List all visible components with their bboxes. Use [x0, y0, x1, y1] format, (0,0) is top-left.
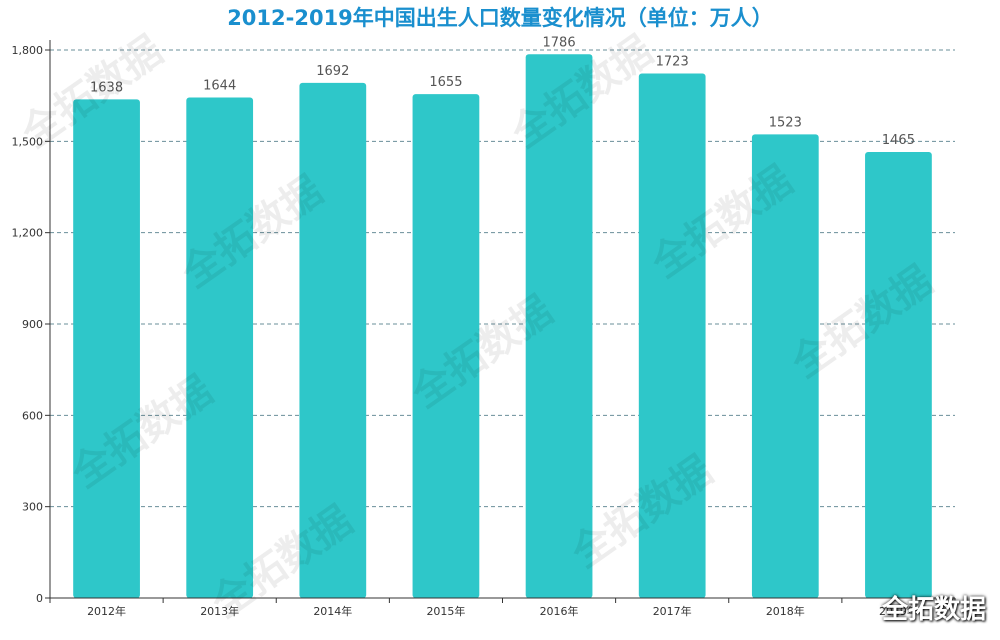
bar: [73, 99, 140, 598]
bars: [73, 54, 932, 599]
x-tick-label: 2016年: [540, 604, 579, 618]
x-tick-label: 2017年: [653, 604, 692, 618]
bar: [751, 134, 819, 598]
x-tick-label: 2018年: [766, 604, 805, 618]
bar: [638, 73, 706, 599]
y-tick-label: 1,500: [12, 135, 44, 148]
grid-lines: [50, 49, 955, 508]
y-tick-label: 900: [22, 318, 43, 331]
data-label: 1523: [769, 115, 802, 130]
data-label: 1644: [203, 78, 236, 93]
y-tick-label: 1,800: [12, 44, 44, 57]
bar: [412, 94, 480, 599]
y-tick-label: 600: [22, 409, 43, 422]
data-label: 1638: [90, 80, 123, 95]
watermark-logo: 全拓数据: [881, 595, 986, 625]
bar: [525, 54, 593, 599]
data-label: 1465: [882, 133, 915, 148]
y-tick-label: 0: [36, 592, 43, 605]
x-tick-label: 2019年: [879, 604, 918, 618]
bar: [299, 82, 367, 598]
data-label: 1723: [656, 54, 689, 69]
chart-title: 2012-2019年中国出生人口数量变化情况（单位：万人）: [227, 6, 773, 30]
bar: [186, 97, 254, 598]
x-tick-label: 2015年: [426, 604, 465, 618]
data-label: 1692: [316, 64, 349, 79]
bar: [865, 151, 932, 598]
x-tick-label: 2014年: [313, 604, 352, 618]
y-tick-label: 300: [22, 501, 43, 514]
x-tick-label: 2013年: [200, 604, 239, 618]
y-tick-label: 1,200: [12, 227, 44, 240]
value-labels: 1638 1644 1692 1655 1786 1723 1523 1465: [90, 35, 915, 148]
data-label: 1786: [543, 35, 576, 50]
x-tick-label: 2012年: [87, 604, 126, 618]
data-label: 1655: [429, 75, 462, 90]
axes: 0 300 600 900 1,200 1,500 1,800 2012年 2013年 2014年…: [12, 40, 956, 618]
